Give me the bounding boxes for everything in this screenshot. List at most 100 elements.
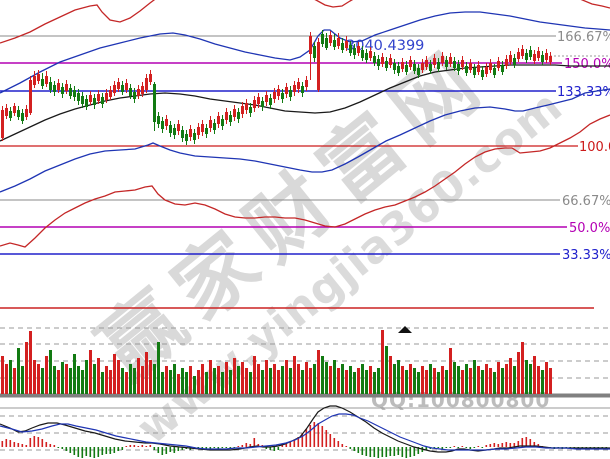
macd-bar [269, 447, 272, 450]
macd-bar [485, 445, 488, 447]
candle-body [77, 93, 80, 101]
macd-bar [449, 447, 452, 448]
macd-bar [433, 447, 436, 448]
volume-bar [109, 370, 112, 394]
macd-bar [1, 441, 4, 447]
volume-bar [25, 342, 28, 394]
candle-body [169, 125, 172, 133]
macd-bar [73, 447, 76, 455]
candle-body [197, 127, 200, 135]
macd-bar [57, 447, 60, 448]
candle-body [117, 82, 120, 89]
volume-bar [229, 370, 232, 394]
candle-body [109, 90, 112, 97]
candle-body [389, 58, 392, 65]
volume-bar [137, 358, 140, 394]
candle-body [237, 112, 240, 119]
volume-bar [293, 356, 296, 394]
macd-bar [521, 438, 524, 447]
candle-body [45, 76, 48, 84]
candle-body [289, 90, 292, 97]
candle-body [397, 66, 400, 73]
candle-body [261, 101, 264, 107]
volume-bar [9, 360, 12, 394]
macd-bar [321, 426, 324, 447]
volume-bar [101, 372, 104, 394]
candle-body [425, 60, 428, 67]
candle-body [257, 97, 260, 104]
volume-bar [237, 366, 240, 394]
macd-dif-line [0, 405, 610, 453]
candle-body [545, 53, 548, 60]
ma-black-curve [0, 64, 610, 142]
candle-body [165, 119, 168, 126]
candle-body [461, 60, 464, 67]
volume-bar [321, 356, 324, 394]
candle-body [481, 70, 484, 77]
candle-body [533, 54, 536, 61]
volume-bar [329, 366, 332, 394]
candle-body [381, 57, 384, 64]
volume-bar [93, 364, 96, 394]
macd-bar [5, 439, 8, 447]
volume-bar [105, 366, 108, 394]
volume-bar [213, 368, 216, 394]
macd-bar [109, 447, 112, 454]
candle-body [137, 89, 140, 96]
candle-body [529, 50, 532, 57]
candle-body [337, 38, 340, 46]
macd-bar [69, 447, 72, 453]
candle-body [221, 119, 224, 126]
volume-bar [481, 370, 484, 394]
macd-bar [365, 447, 368, 456]
candle-body [293, 85, 296, 92]
volume-bar [449, 348, 452, 394]
volume-bar [337, 368, 340, 394]
macd-bar [249, 444, 252, 447]
candle-body [405, 65, 408, 72]
candle-body [225, 112, 228, 120]
candle-body [41, 79, 44, 86]
candle-body [205, 128, 208, 134]
macd-bar [205, 447, 208, 449]
candle-body [97, 94, 100, 101]
macd-bar [517, 441, 520, 447]
volume-bar [365, 370, 368, 394]
volume-bar [421, 366, 424, 394]
macd-bar [121, 447, 124, 450]
volume-bar [345, 370, 348, 394]
candle-body [357, 46, 360, 53]
macd-bar [177, 447, 180, 451]
volume-bar [1, 356, 4, 394]
volume-bar [133, 368, 136, 394]
candle-body [177, 124, 180, 131]
candle-body [89, 95, 92, 102]
volume-bar [377, 368, 380, 394]
candle-body [513, 58, 516, 65]
macd-bar [209, 447, 212, 449]
volume-bar [521, 342, 524, 394]
candle-body [349, 45, 352, 53]
macd-bar [145, 446, 148, 447]
volume-bar [489, 368, 492, 394]
candle-body [69, 88, 72, 96]
candle-body [541, 55, 544, 62]
candle-body [145, 78, 148, 90]
candle-body [353, 48, 356, 55]
triangle-up-marker [398, 326, 412, 333]
candle-body [345, 41, 348, 48]
volume-bar [409, 364, 412, 394]
volume-bar [37, 364, 40, 394]
candle-body [5, 108, 8, 116]
volume-bar [253, 356, 256, 394]
macd-bar [289, 442, 292, 447]
volume-bar [57, 370, 60, 394]
candle-body [537, 51, 540, 58]
volume-bar [173, 364, 176, 394]
macd-bar [401, 447, 404, 457]
candle-body [269, 98, 272, 105]
candle-body [285, 87, 288, 94]
macd-bar [417, 447, 420, 454]
volume-bar [381, 330, 384, 394]
